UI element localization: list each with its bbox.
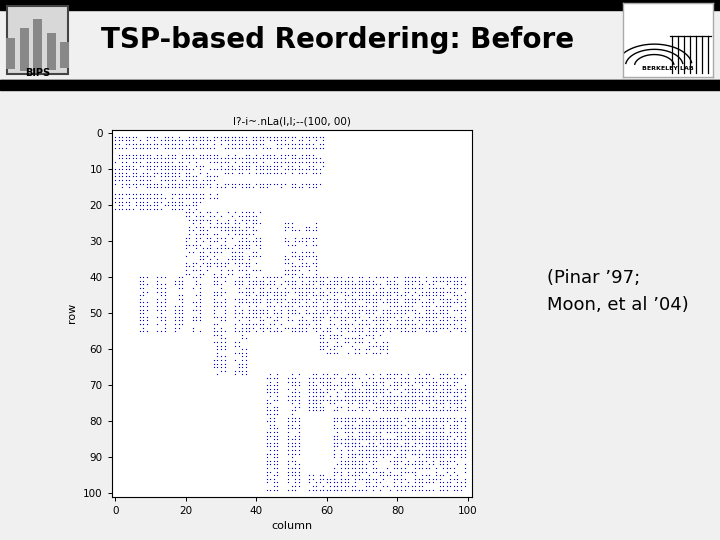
Text: TSP-based Reordering: Before: TSP-based Reordering: Before: [101, 26, 574, 54]
Bar: [6, 38, 15, 69]
Bar: [0, 80, 720, 90]
FancyBboxPatch shape: [7, 6, 68, 73]
Bar: [60, 42, 69, 68]
Text: BERKELEY LAB: BERKELEY LAB: [642, 66, 693, 71]
Title: I?-i~.nLa(l,l;--(100, 00): I?-i~.nLa(l,l;--(100, 00): [233, 116, 351, 126]
Text: BIPS: BIPS: [25, 69, 50, 78]
Bar: [0, 0, 720, 10]
Bar: [33, 19, 42, 73]
Text: (Pinar ’97;
Moon, et al ’04): (Pinar ’97; Moon, et al ’04): [547, 269, 689, 314]
X-axis label: column: column: [271, 522, 312, 531]
Bar: [0, 80, 720, 89]
Y-axis label: row: row: [68, 303, 77, 323]
Bar: [20, 28, 29, 71]
Bar: [47, 33, 55, 70]
